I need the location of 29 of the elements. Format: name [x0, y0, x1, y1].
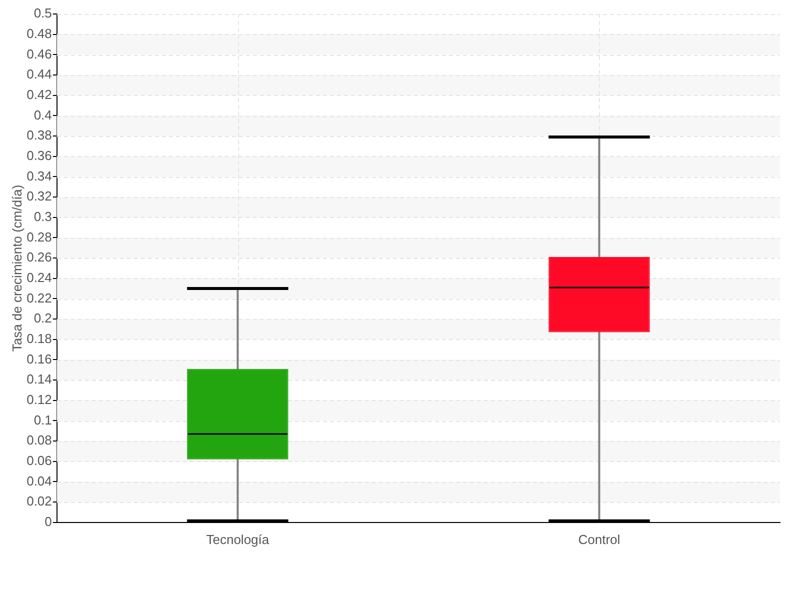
y-tick-label: 0.28	[26, 229, 52, 244]
y-tick-label: 0.46	[26, 46, 52, 62]
y-tick-label: 0.2	[34, 310, 52, 326]
y-tick-label: 0.16	[26, 351, 52, 366]
y-tick-label: 0.42	[26, 86, 52, 102]
y-tick-label: 0.32	[26, 188, 52, 204]
x-tick-label: Tecnología	[206, 532, 270, 547]
y-tick-label: 0.5	[34, 6, 52, 21]
y-tick-label: 0.1	[34, 412, 52, 428]
y-tick-label: 0.4	[34, 107, 52, 122]
y-tick-label: 0.18	[26, 330, 52, 346]
y-tick-label: 0.06	[26, 452, 52, 468]
y-tick-label: 0.44	[26, 66, 52, 82]
y-tick-label: 0.36	[26, 148, 52, 163]
y-axis-title: Tasa de crecimiento (cm/día)	[9, 184, 24, 352]
y-tick-label: 0.24	[26, 270, 52, 285]
y-tick-label: 0.26	[26, 250, 52, 265]
y-tick-label: 0.3	[34, 208, 52, 224]
y-tick-label: 0.48	[26, 26, 52, 41]
y-tick-label: 0.38	[26, 128, 52, 143]
y-tick-label: 0.04	[26, 473, 52, 488]
y-tick-label: 0.14	[26, 372, 52, 387]
y-tick-label: 0.34	[26, 168, 52, 184]
y-tick-label: 0.22	[26, 290, 52, 306]
y-tick-label: 0	[44, 514, 52, 529]
y-tick-label: 0.02	[26, 494, 52, 509]
y-tick-label: 0.12	[26, 392, 52, 407]
x-tick-label: Control	[578, 532, 620, 547]
y-tick-label: 0.08	[26, 432, 52, 448]
